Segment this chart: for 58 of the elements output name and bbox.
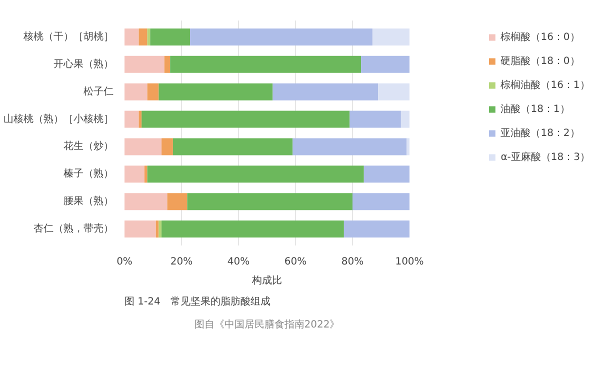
- bar: [361, 56, 410, 73]
- bar: [372, 28, 410, 46]
- bar: [124, 138, 162, 156]
- x-tick-label: 0%: [116, 256, 132, 268]
- bar: [124, 110, 139, 128]
- y-tick-label: 开心果（熟）: [54, 58, 114, 70]
- x-tick-label: 80%: [341, 256, 364, 268]
- y-tick-label: 松子仁: [84, 85, 114, 98]
- bar: [190, 28, 372, 46]
- y-tick-label: 花生（炒）: [64, 140, 114, 152]
- y-tick-label: 杏仁（熟，带壳）: [34, 222, 114, 235]
- legend-label: 硬脂酸（18：0）: [500, 54, 580, 68]
- bar: [147, 83, 159, 100]
- x-tick-label: 40%: [227, 256, 250, 268]
- text: 图 1-24 常见坚果的脂肪酸组成: [124, 296, 270, 308]
- bar: [344, 220, 410, 238]
- bar: [150, 28, 190, 46]
- text: 图自《中国居民膳食指南2022》: [194, 318, 340, 330]
- bar: [170, 56, 362, 73]
- bar: [124, 193, 168, 210]
- legend-label: 棕榈酸（16：0）: [500, 30, 580, 44]
- bar: [144, 166, 148, 183]
- bar: [406, 138, 410, 156]
- bar: [158, 83, 273, 100]
- bar: [124, 166, 144, 183]
- bar: [142, 110, 350, 128]
- bar: [400, 110, 410, 128]
- bar: [292, 138, 407, 156]
- bar: [172, 138, 293, 156]
- bar: [162, 220, 344, 238]
- bar: [124, 83, 148, 100]
- x-tick-label: 60%: [284, 256, 307, 268]
- bar: [350, 110, 401, 128]
- bar: [147, 166, 364, 183]
- legend-label: 亚油酸（18：2）: [500, 126, 580, 140]
- bar: [378, 83, 410, 100]
- bar: [164, 56, 170, 73]
- bar: [187, 193, 352, 210]
- bar: [364, 166, 410, 183]
- bar: [124, 56, 164, 73]
- bar: [352, 193, 410, 210]
- y-tick-label: 榛子（熟）: [64, 168, 114, 180]
- legend-label: α-亚麻酸（18：3）: [500, 150, 590, 164]
- bar: [272, 83, 378, 100]
- bar: [162, 138, 173, 156]
- y-tick-label: 腰果（熟）: [64, 195, 114, 208]
- legend-label: 油酸（18：1）: [500, 102, 570, 116]
- bar: [138, 28, 148, 46]
- x-tick-label: 100%: [395, 256, 424, 268]
- bar: [124, 28, 139, 46]
- bar: [124, 220, 156, 238]
- y-tick-label: 山核桃（熟）［小核桃］: [4, 112, 114, 125]
- y-tick-label: 核桃（干）［胡桃］: [22, 30, 114, 42]
- bar: [158, 220, 162, 238]
- x-tick-label: 20%: [170, 256, 193, 268]
- bar: [167, 193, 188, 210]
- x-axis-title: 构成比: [251, 274, 282, 286]
- legend-label: 棕榈油酸（16：1）: [500, 78, 590, 92]
